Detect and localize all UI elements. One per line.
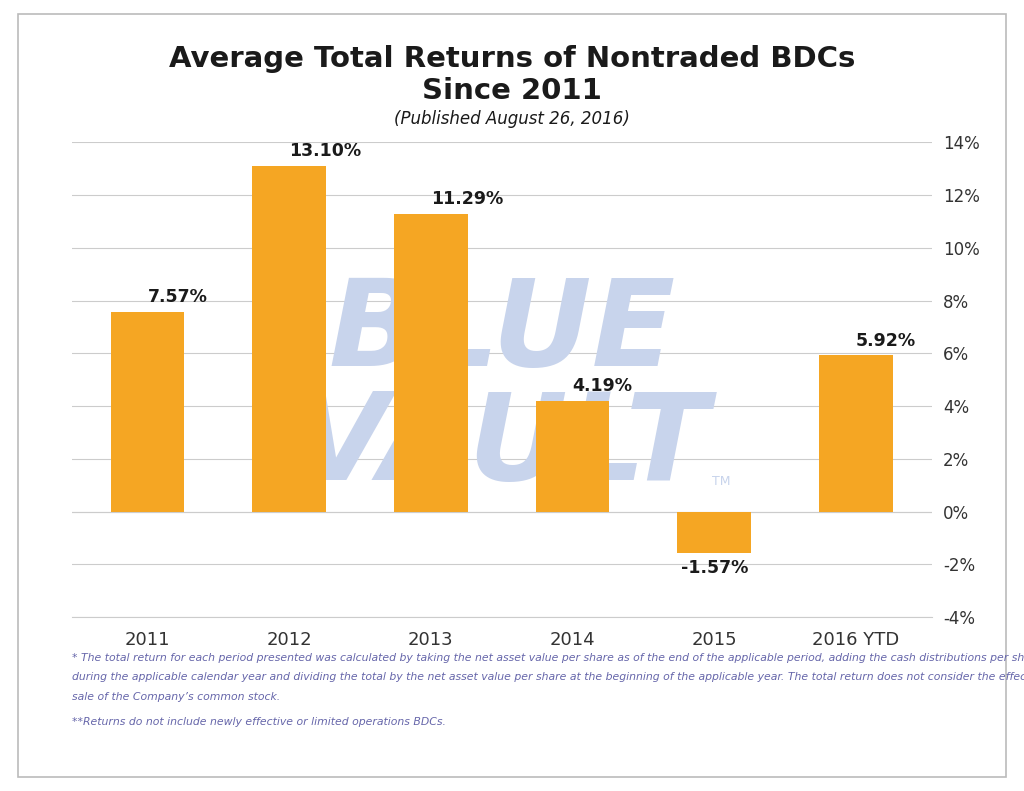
Bar [678,512,751,553]
Text: 11.29%: 11.29% [431,190,503,208]
Text: 7.57%: 7.57% [147,288,208,306]
Text: TM: TM [712,475,730,488]
Text: VAULT: VAULT [294,388,710,505]
Text: -1.57%: -1.57% [681,558,748,577]
Text: * The total return for each period presented was calculated by taking the net as: * The total return for each period prese… [72,653,1024,663]
Text: sale of the Company’s common stock.: sale of the Company’s common stock. [72,692,280,702]
Text: BLUE: BLUE [329,274,675,391]
Bar [111,312,184,512]
Text: 4.19%: 4.19% [572,377,633,396]
Text: 13.10%: 13.10% [289,142,361,161]
Text: during the applicable calendar year and dividing the total by the net asset valu: during the applicable calendar year and … [72,672,1024,683]
Text: 5.92%: 5.92% [856,331,916,350]
Bar [394,214,468,512]
Text: **Returns do not include newly effective or limited operations BDCs.: **Returns do not include newly effective… [72,717,445,728]
Text: (Published August 26, 2016): (Published August 26, 2016) [394,110,630,127]
Bar [253,166,326,512]
Text: Since 2011: Since 2011 [422,77,602,105]
Text: Average Total Returns of Nontraded BDCs: Average Total Returns of Nontraded BDCs [169,45,855,74]
Bar [819,355,893,512]
Bar [536,401,609,512]
